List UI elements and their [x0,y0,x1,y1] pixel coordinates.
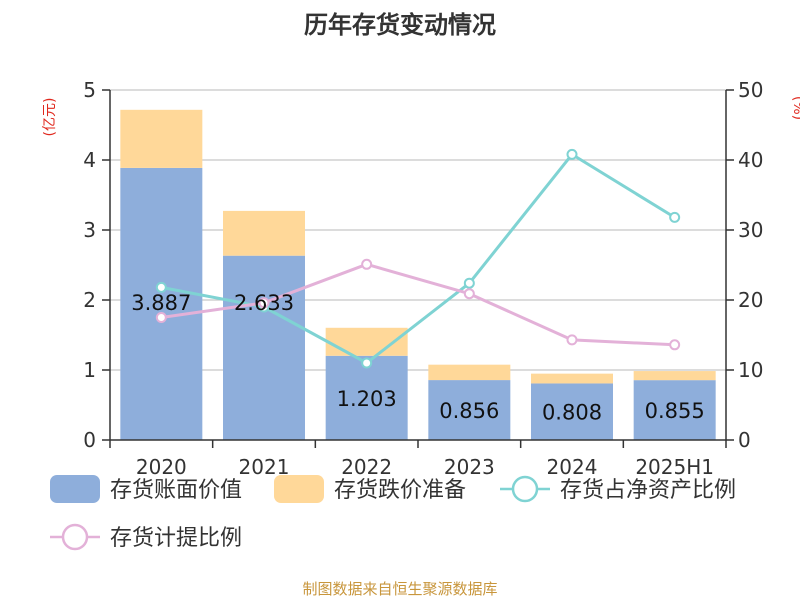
x-axis-tick-label: 2020 [136,455,187,479]
left-axis-unit: (亿元) [42,98,58,137]
x-axis-tick-label: 2023 [444,455,495,479]
bar-book-value [531,383,613,440]
point-provision-ratio [566,334,578,346]
legend-label-book-value: 存货账面价值 [110,478,242,503]
point-provision-ratio [669,339,681,351]
legend-marker-inventory-to-net-assets [511,475,539,503]
point-inventory-to-net-assets [669,211,681,223]
x-axis-tick-label: 2022 [341,455,392,479]
bar-data-label: 0.808 [542,401,602,425]
bar-book-value [428,380,511,440]
legend-swatch-book-value [50,475,100,503]
bar-impairment-reserve [223,210,305,256]
bar-book-value [325,355,408,440]
data-source-note: 制图数据来自恒生聚源数据库 [302,580,497,598]
legend-marker-provision-ratio [61,523,89,551]
right-axis-tick-label: 20 [738,288,763,312]
legend-label-impairment-reserve: 存货跌价准备 [334,478,466,503]
bar-book-value [633,380,716,440]
point-provision-ratio [155,312,167,323]
left-axis-tick-label: 1 [83,358,96,382]
bar-data-label: 3.887 [131,291,191,315]
data-labels-group: 3.887 2.633 1.203 0.856 0.808 0.855 [131,291,704,425]
bar-impairment-reserve [633,371,716,381]
point-inventory-to-net-assets [155,281,167,293]
left-axis-tick-label: 0 [83,428,96,452]
left-axis-tick-label: 5 [83,78,96,102]
point-provision-ratio [258,297,270,309]
point-inventory-to-net-assets [566,148,578,160]
bar-impairment-reserve [531,373,613,384]
bar-book-value [223,255,305,440]
point-inventory-to-net-assets [361,357,373,369]
x-axis-tick-label: 2024 [547,455,598,479]
bar-series-group [120,109,716,440]
point-provision-ratio [361,258,373,270]
bar-impairment-reserve [428,364,511,381]
bar-data-label: 0.856 [439,399,499,423]
left-axis-tick-label: 4 [83,148,96,172]
legend-label-inventory-to-net-assets: 存货占净资产比例 [560,478,736,503]
chart-title: 历年存货变动情况 [304,11,496,39]
right-axis-tick-label: 0 [738,428,751,452]
point-provision-ratio [463,288,475,300]
left-axis-tick-label: 3 [83,218,96,242]
x-axis-tick-label: 2021 [239,455,290,479]
point-inventory-to-net-assets [463,277,475,289]
right-axis-unit: (%) [790,96,800,120]
x-axis-tick-label: 2025H1 [635,455,714,479]
right-axis-tick-label: 40 [738,148,763,172]
right-axis-tick-label: 30 [738,218,763,242]
legend-swatch-impairment-reserve [274,475,324,503]
line-inventory-to-net-assets [161,152,676,365]
right-axis-tick-label: 50 [738,78,763,102]
bar-impairment-reserve [120,109,203,168]
line-series-group [155,148,681,369]
bar-data-label: 2.633 [234,291,294,315]
legend-label-provision-ratio: 存货计提比例 [110,526,242,551]
left-axis-tick-label: 2 [83,288,96,312]
bar-book-value [120,167,203,440]
grid-lines [110,89,726,371]
bar-data-label: 0.855 [645,399,705,423]
bar-data-label: 1.203 [337,387,397,411]
right-axis-tick-label: 10 [738,358,763,382]
line-provision-ratio [161,262,675,347]
